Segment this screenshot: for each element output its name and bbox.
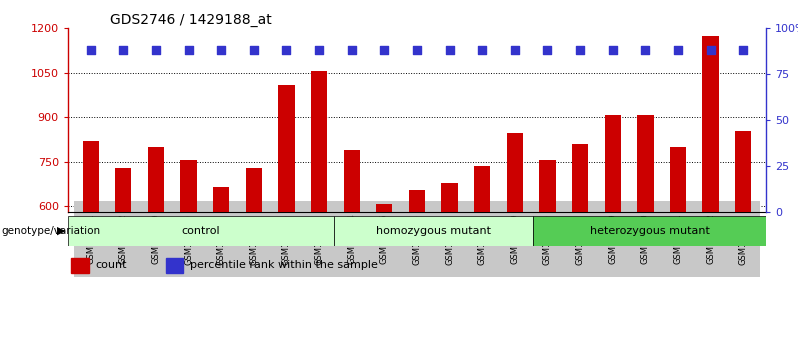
Bar [409,190,425,354]
Text: control: control [181,226,220,236]
Bar [71,258,89,273]
Point [182,47,195,53]
Text: count: count [96,261,127,270]
Bar [533,216,766,246]
Bar [311,72,327,354]
Text: homozygous mutant: homozygous mutant [376,226,491,236]
Bar [376,204,393,354]
Point [704,47,717,53]
Point [117,47,130,53]
Point [149,47,162,53]
Point [280,47,293,53]
Text: genotype/variation: genotype/variation [2,226,101,236]
Bar [279,85,294,354]
Point [672,47,685,53]
Point [378,47,391,53]
Bar [344,150,360,354]
Bar [165,258,183,273]
Point [606,47,619,53]
Point [346,47,358,53]
Bar [441,183,458,354]
Bar [180,160,197,354]
Point [737,47,749,53]
Bar [572,144,588,354]
Point [574,47,587,53]
Point [215,47,227,53]
Bar [507,133,523,354]
Bar [246,168,262,354]
Bar [735,131,752,354]
Point [247,47,260,53]
Point [410,47,423,53]
Bar [605,115,621,354]
Bar [115,168,132,354]
Text: percentile rank within the sample: percentile rank within the sample [190,261,378,270]
Bar [68,216,334,246]
Point [639,47,652,53]
Bar [702,36,719,354]
Point [508,47,521,53]
Bar [213,187,229,354]
Bar [474,166,490,354]
Bar [82,141,99,354]
Point [541,47,554,53]
Point [476,47,488,53]
Text: heterozygous mutant: heterozygous mutant [590,226,709,236]
Point [313,47,326,53]
Bar [539,160,555,354]
Text: ▶: ▶ [57,226,65,236]
Text: GDS2746 / 1429188_at: GDS2746 / 1429188_at [109,13,271,27]
Bar [334,216,533,246]
Point [443,47,456,53]
Bar [670,147,686,354]
Point [85,47,97,53]
Bar [148,147,164,354]
Bar [637,115,654,354]
